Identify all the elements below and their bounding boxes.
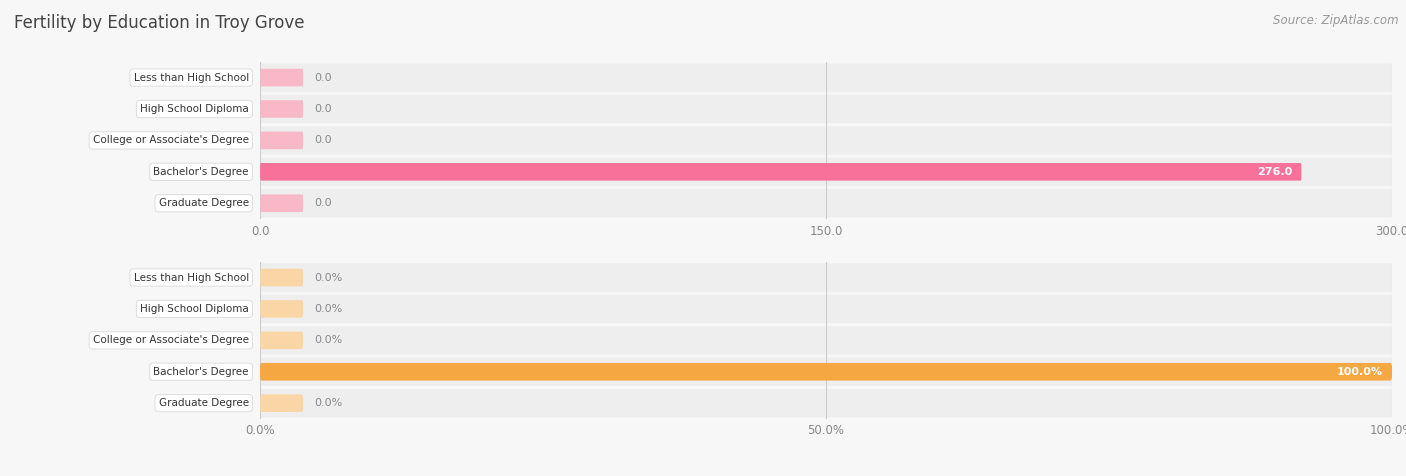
FancyBboxPatch shape xyxy=(260,95,1392,123)
FancyBboxPatch shape xyxy=(260,163,1302,180)
FancyBboxPatch shape xyxy=(260,189,1392,218)
FancyBboxPatch shape xyxy=(260,389,1392,417)
Text: 0.0%: 0.0% xyxy=(315,335,343,346)
FancyBboxPatch shape xyxy=(260,69,304,86)
Text: 0.0%: 0.0% xyxy=(315,272,343,283)
Text: 0.0: 0.0 xyxy=(315,198,332,208)
Text: Fertility by Education in Troy Grove: Fertility by Education in Troy Grove xyxy=(14,14,305,32)
Text: 276.0: 276.0 xyxy=(1257,167,1292,177)
Text: Bachelor's Degree: Bachelor's Degree xyxy=(153,167,249,177)
FancyBboxPatch shape xyxy=(260,158,1392,186)
Text: College or Associate's Degree: College or Associate's Degree xyxy=(93,335,249,346)
Text: Graduate Degree: Graduate Degree xyxy=(159,398,249,408)
Text: 0.0: 0.0 xyxy=(315,135,332,146)
FancyBboxPatch shape xyxy=(260,295,1392,323)
Text: 0.0: 0.0 xyxy=(315,72,332,83)
Text: College or Associate's Degree: College or Associate's Degree xyxy=(93,135,249,146)
FancyBboxPatch shape xyxy=(260,332,304,349)
FancyBboxPatch shape xyxy=(260,300,304,317)
FancyBboxPatch shape xyxy=(260,395,304,412)
Text: High School Diploma: High School Diploma xyxy=(141,104,249,114)
Text: Graduate Degree: Graduate Degree xyxy=(159,198,249,208)
Text: 0.0%: 0.0% xyxy=(315,398,343,408)
FancyBboxPatch shape xyxy=(260,263,1392,292)
FancyBboxPatch shape xyxy=(260,63,1392,92)
FancyBboxPatch shape xyxy=(260,132,304,149)
Text: Less than High School: Less than High School xyxy=(134,272,249,283)
Text: 0.0%: 0.0% xyxy=(315,304,343,314)
FancyBboxPatch shape xyxy=(260,269,304,286)
Text: Bachelor's Degree: Bachelor's Degree xyxy=(153,367,249,377)
Text: 100.0%: 100.0% xyxy=(1337,367,1384,377)
FancyBboxPatch shape xyxy=(260,357,1392,386)
Text: Less than High School: Less than High School xyxy=(134,72,249,83)
Text: 0.0: 0.0 xyxy=(315,104,332,114)
Text: Source: ZipAtlas.com: Source: ZipAtlas.com xyxy=(1274,14,1399,27)
FancyBboxPatch shape xyxy=(260,326,1392,355)
FancyBboxPatch shape xyxy=(260,195,304,212)
Text: High School Diploma: High School Diploma xyxy=(141,304,249,314)
FancyBboxPatch shape xyxy=(260,126,1392,155)
FancyBboxPatch shape xyxy=(260,100,304,118)
FancyBboxPatch shape xyxy=(260,363,1392,380)
